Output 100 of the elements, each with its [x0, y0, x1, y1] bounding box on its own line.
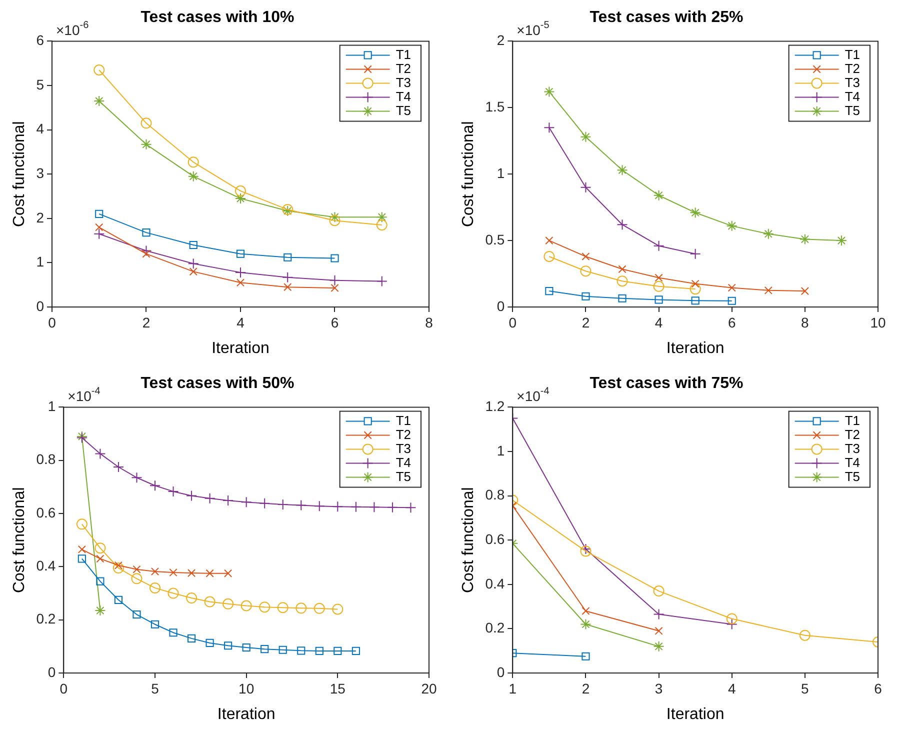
- point: [580, 266, 592, 277]
- x-tick-label: 4: [728, 680, 736, 696]
- point: [329, 215, 340, 226]
- x-tick-label: 8: [801, 314, 810, 330]
- x-tick-label: 8: [425, 314, 434, 330]
- y-tick-label: 0.4: [36, 558, 56, 574]
- point: [405, 502, 416, 514]
- point: [653, 586, 664, 597]
- legend-label: T5: [396, 102, 411, 118]
- point: [580, 618, 592, 630]
- point: [330, 254, 339, 262]
- point: [799, 234, 810, 245]
- y-tick-label: 1: [496, 442, 505, 458]
- point: [332, 501, 344, 512]
- point: [690, 207, 701, 218]
- point: [132, 565, 141, 574]
- point: [112, 462, 124, 473]
- legend-label: T4: [396, 88, 411, 104]
- point: [168, 588, 179, 599]
- point: [132, 610, 141, 619]
- point: [278, 646, 287, 654]
- point: [726, 220, 738, 232]
- point: [259, 498, 270, 509]
- x-axis-title: Iteration: [666, 706, 724, 723]
- point: [76, 518, 88, 530]
- point: [282, 272, 294, 283]
- y-tick-label: 0: [36, 298, 44, 314]
- point: [728, 284, 736, 292]
- point: [315, 646, 324, 655]
- legend-label: T1: [396, 46, 411, 62]
- point: [204, 596, 216, 608]
- y-tick-label: 0: [48, 664, 56, 680]
- x-axis-title: Iteration: [212, 340, 270, 357]
- point: [545, 287, 554, 296]
- point: [188, 156, 199, 168]
- x-tick-label: 0: [60, 680, 68, 696]
- point: [149, 480, 160, 492]
- y-tick-label: 0: [496, 298, 505, 314]
- point: [329, 274, 340, 286]
- point: [376, 276, 388, 287]
- point: [78, 545, 86, 554]
- point: [240, 496, 252, 508]
- point: [296, 500, 307, 511]
- point: [726, 618, 738, 630]
- y-tick-label: 4: [36, 120, 44, 137]
- legend-label: T1: [844, 412, 860, 428]
- point: [580, 131, 592, 142]
- chart-title: Test cases with 10%: [140, 9, 294, 26]
- x-tick-label: 5: [801, 680, 810, 696]
- point: [140, 245, 152, 256]
- point: [96, 554, 104, 563]
- point: [131, 472, 142, 484]
- point: [728, 296, 736, 305]
- point: [653, 640, 664, 652]
- point: [653, 190, 664, 201]
- point: [836, 235, 847, 246]
- x-tick-label: 1: [508, 680, 517, 696]
- legend-label: T1: [844, 46, 860, 62]
- x-tick-label: 0: [508, 314, 517, 330]
- point: [149, 582, 160, 594]
- x-tick-label: 2: [582, 314, 590, 330]
- point: [314, 602, 325, 614]
- point: [187, 634, 196, 642]
- point: [284, 253, 292, 262]
- y-tick-label: 0.8: [36, 451, 56, 468]
- x-tick-label: 4: [236, 314, 245, 330]
- point: [284, 283, 292, 292]
- point: [224, 642, 232, 650]
- point: [259, 602, 270, 613]
- point: [616, 164, 628, 176]
- point: [386, 502, 398, 513]
- point: [94, 228, 105, 240]
- point: [206, 638, 214, 647]
- chart-title: Test cases with 50%: [140, 375, 294, 392]
- y-axis-title: Cost functional: [11, 121, 28, 228]
- point: [206, 569, 214, 578]
- point: [188, 258, 199, 270]
- y-tick-label: 2: [496, 32, 505, 48]
- legend-label: T4: [844, 454, 860, 470]
- point: [78, 554, 86, 563]
- point: [764, 286, 772, 294]
- point: [654, 626, 663, 635]
- point: [654, 296, 663, 304]
- point: [169, 628, 178, 637]
- legend-label: T3: [844, 440, 860, 456]
- legend-label: T4: [396, 454, 411, 470]
- legend-label: T2: [396, 60, 411, 76]
- y-tick-label: 0.5: [485, 231, 505, 248]
- legend-label: T2: [844, 426, 860, 442]
- point: [297, 646, 306, 655]
- x-tick-label: 4: [654, 314, 663, 330]
- y-tick-label: 1.2: [485, 398, 505, 414]
- point: [94, 96, 105, 107]
- legend-label: T5: [844, 468, 860, 484]
- point: [142, 228, 150, 237]
- point: [96, 577, 104, 586]
- point: [582, 292, 590, 300]
- point: [800, 287, 809, 296]
- point: [544, 86, 555, 98]
- point: [242, 643, 250, 652]
